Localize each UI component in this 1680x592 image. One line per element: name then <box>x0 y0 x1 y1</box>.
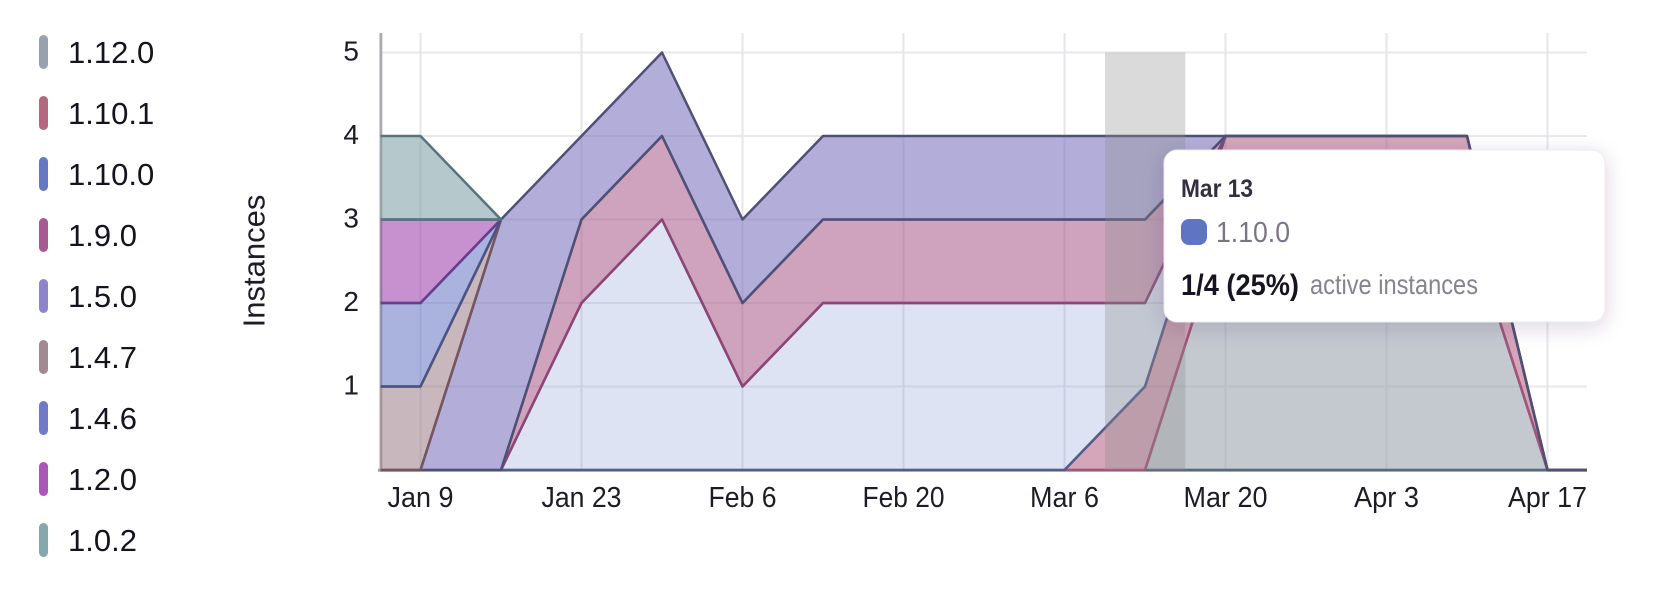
svg-text:Feb 6: Feb 6 <box>709 482 777 514</box>
svg-text:1.4.7: 1.4.7 <box>68 340 137 375</box>
svg-text:Feb 20: Feb 20 <box>863 482 945 514</box>
svg-text:Mar 20: Mar 20 <box>1184 482 1268 514</box>
svg-text:4: 4 <box>343 119 359 150</box>
svg-text:1/4 (25%): 1/4 (25%) <box>1181 269 1299 302</box>
svg-text:5: 5 <box>343 36 359 67</box>
svg-text:Mar 13: Mar 13 <box>1181 175 1253 203</box>
svg-text:1.9.0: 1.9.0 <box>68 218 137 253</box>
svg-text:2: 2 <box>343 286 359 317</box>
svg-text:1.2.0: 1.2.0 <box>68 462 137 497</box>
svg-text:1: 1 <box>343 370 359 401</box>
svg-text:1.12.0: 1.12.0 <box>68 35 154 70</box>
svg-text:1.0.2: 1.0.2 <box>68 523 137 558</box>
svg-text:Instances: Instances <box>237 195 272 328</box>
svg-text:Mar 6: Mar 6 <box>1030 482 1099 514</box>
svg-text:1.10.1: 1.10.1 <box>68 96 154 131</box>
svg-text:active instances: active instances <box>1310 269 1478 300</box>
svg-text:1.5.0: 1.5.0 <box>68 279 137 314</box>
svg-text:Jan 9: Jan 9 <box>388 482 454 514</box>
svg-text:1.10.0: 1.10.0 <box>1216 217 1290 249</box>
svg-text:1.10.0: 1.10.0 <box>68 157 154 192</box>
svg-text:Apr 17: Apr 17 <box>1508 482 1587 514</box>
svg-text:3: 3 <box>343 203 359 234</box>
svg-text:Jan 23: Jan 23 <box>542 482 622 514</box>
svg-text:1.4.6: 1.4.6 <box>68 401 137 436</box>
svg-text:Apr 3: Apr 3 <box>1354 482 1419 514</box>
